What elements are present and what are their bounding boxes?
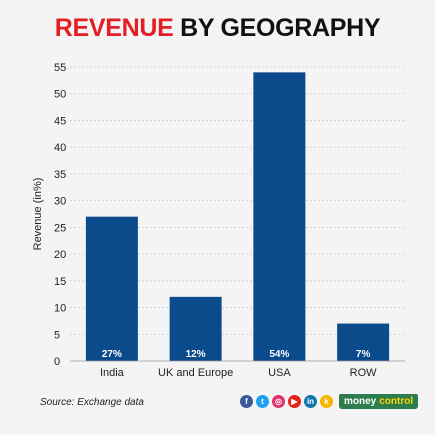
- source-note: Source: Exchange data: [40, 397, 144, 408]
- y-tick-label: 45: [54, 115, 66, 127]
- twitter-icon[interactable]: t: [256, 394, 269, 408]
- y-tick-label: 5: [54, 329, 60, 341]
- linkedin-icon[interactable]: in: [304, 394, 317, 408]
- youtube-icon[interactable]: ▶: [288, 394, 301, 408]
- x-tick-label: UK and Europe: [158, 367, 233, 379]
- y-axis-label: Revenue (in%): [32, 178, 44, 251]
- bar: [169, 296, 222, 361]
- x-tick-label: USA: [268, 367, 291, 379]
- y-tick-label: 30: [54, 196, 66, 208]
- title-accent-word: REVENUE: [54, 14, 174, 42]
- bar: [253, 72, 306, 361]
- y-tick-label: 20: [54, 249, 66, 261]
- brand-logo-part2: control: [379, 393, 419, 409]
- title-rest: BY GEOGRAPHY: [180, 14, 381, 42]
- facebook-icon[interactable]: f: [240, 394, 253, 408]
- y-tick-label: 35: [54, 169, 66, 181]
- x-tick-label: ROW: [350, 367, 378, 379]
- y-tick-label: 25: [54, 222, 66, 234]
- social-bar: f t ◎ ▶ in k money control: [240, 393, 419, 409]
- x-tick-label: India: [100, 367, 125, 379]
- brand-logo-part1: money: [339, 393, 380, 409]
- bar: [85, 216, 138, 361]
- bar: [337, 323, 390, 361]
- data-label: 7%: [356, 349, 371, 360]
- y-tick-label: 10: [54, 303, 66, 315]
- y-tick-label: 50: [54, 89, 66, 101]
- y-tick-label: 40: [54, 142, 66, 154]
- chart-title: REVENUE BY GEOGRAPHY: [0, 14, 435, 43]
- y-tick-label: 15: [54, 276, 66, 288]
- instagram-icon[interactable]: ◎: [272, 394, 285, 408]
- data-label: 54%: [269, 349, 289, 360]
- data-label: 27%: [102, 349, 122, 360]
- y-tick-label: 0: [54, 356, 60, 368]
- brand-logo: money control: [339, 393, 419, 409]
- data-label: 12%: [186, 349, 206, 360]
- koo-icon[interactable]: k: [320, 394, 333, 408]
- y-tick-label: 55: [54, 62, 66, 74]
